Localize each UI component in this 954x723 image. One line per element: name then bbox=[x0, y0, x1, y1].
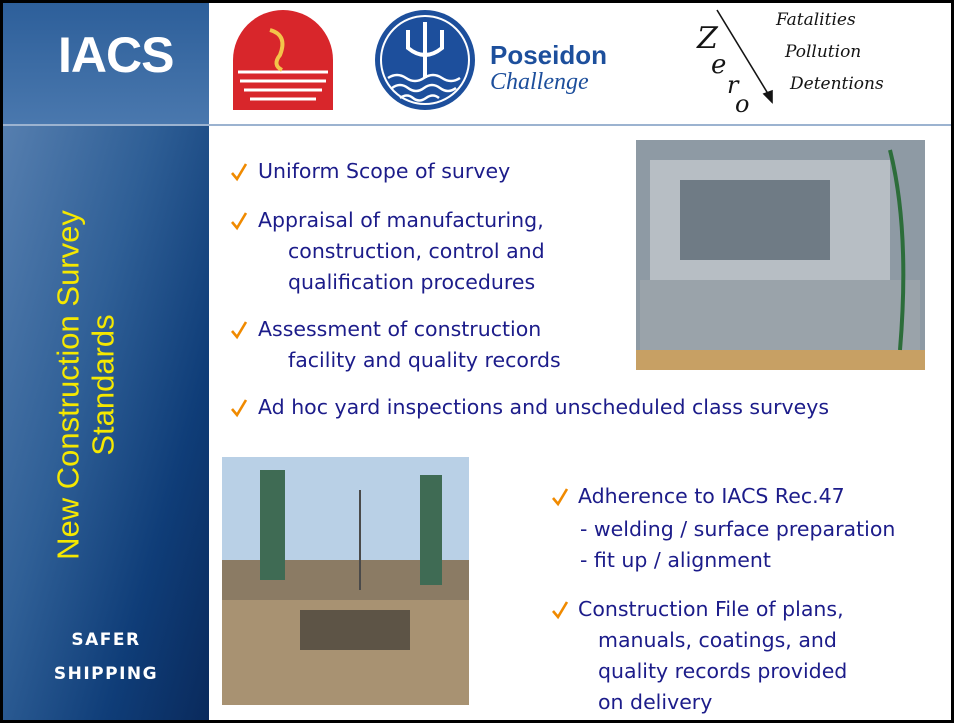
zero-target: Detentions bbox=[790, 76, 884, 93]
photo-hull-block bbox=[636, 140, 925, 370]
sidebar-title: Standards bbox=[88, 314, 119, 455]
zero-target: Fatalities bbox=[776, 12, 856, 29]
sidebar-title: New Construction Survey bbox=[53, 210, 84, 560]
zero-letter: e bbox=[711, 52, 726, 78]
bullet-continuation: on delivery bbox=[598, 692, 712, 713]
bullet-text: Uniform Scope of survey bbox=[258, 161, 510, 182]
bullet-text: Ad hoc yard inspections and unscheduled … bbox=[258, 397, 829, 418]
bullet-continuation: facility and quality records bbox=[288, 350, 561, 371]
motto: SAFER bbox=[71, 632, 140, 649]
zero-target: Pollution bbox=[785, 44, 861, 61]
bullet-text: Appraisal of manufacturing, bbox=[258, 210, 544, 231]
bullet-text: Adherence to IACS Rec.47 bbox=[578, 486, 845, 507]
photo-dry-dock bbox=[222, 457, 469, 705]
bullet-text: Assessment of construction bbox=[258, 319, 541, 340]
logo-subtitle: Challenge bbox=[490, 70, 589, 94]
poseidon-logo bbox=[375, 10, 475, 110]
bullet-continuation: quality records provided bbox=[598, 661, 847, 682]
red-logo bbox=[233, 10, 333, 110]
motto: SHIPPING bbox=[54, 666, 158, 683]
bullet-continuation: qualification procedures bbox=[288, 272, 535, 293]
slide: IACSPoseidonChallengeZeroFatalitiesPollu… bbox=[0, 0, 954, 723]
bullet-text: Construction File of plans, bbox=[578, 599, 844, 620]
bullet-continuation: manuals, coatings, and bbox=[598, 630, 837, 651]
bullet-continuation: construction, control and bbox=[288, 241, 545, 262]
bullet-continuation: - welding / surface preparation bbox=[580, 519, 895, 540]
bullet-continuation: - fit up / alignment bbox=[580, 550, 771, 571]
logo-title: Poseidon bbox=[490, 42, 607, 68]
zero-letter: o bbox=[735, 92, 749, 116]
brand: IACS bbox=[58, 30, 173, 80]
